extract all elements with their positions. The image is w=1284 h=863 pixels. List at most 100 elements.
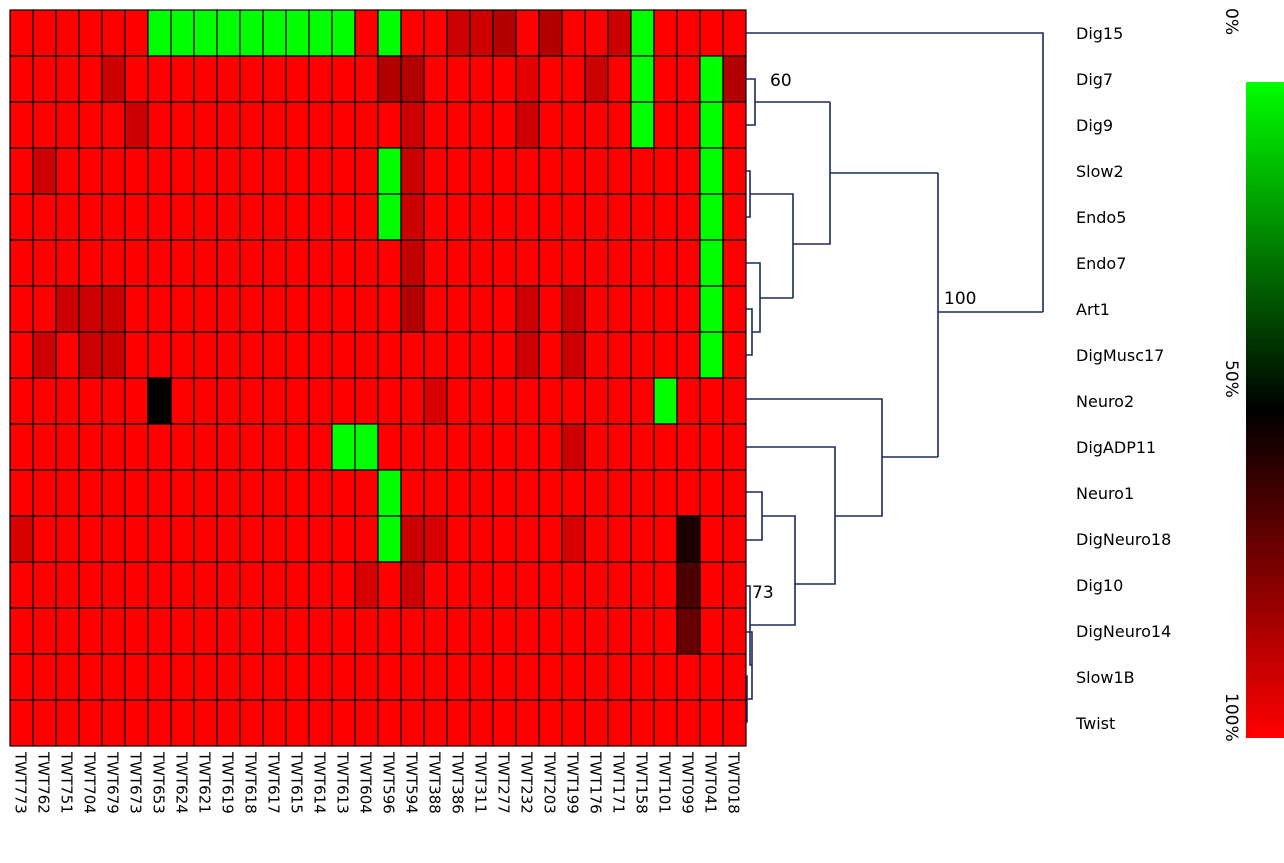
- heatmap-cell-Dig9-TWT176: [584, 101, 609, 149]
- heatmap-cell-Dig9-TWT618: [239, 101, 264, 149]
- heatmap-cell-Neuro1-TWT617: [262, 469, 287, 517]
- heatmap-cell-Dig9-TWT621: [193, 101, 218, 149]
- heatmap-cell-Neuro1-TWT101: [653, 469, 678, 517]
- heatmap-cell-Endo7-TWT388: [423, 239, 448, 287]
- heatmap-cell-DigNeuro14-TWT171: [607, 607, 632, 655]
- heatmap-cell-Slow2-TWT679: [101, 147, 126, 195]
- heatmap-cell-DigNeuro18-TWT621: [193, 515, 218, 563]
- heatmap-cell-DigMusc17-TWT311: [469, 331, 494, 379]
- column-label-TWT594: TWT594: [403, 751, 421, 814]
- heatmap-cell-DigNeuro18-TWT101: [653, 515, 678, 563]
- row-label-DigMusc17: DigMusc17: [1076, 346, 1164, 365]
- heatmap-cell-Dig10-TWT176: [584, 561, 609, 609]
- heatmap-cell-DigNeuro18-TWT604: [354, 515, 379, 563]
- heatmap-cell-DigNeuro14-TWT596: [377, 607, 402, 655]
- heatmap-cell-DigNeuro14-TWT615: [285, 607, 310, 655]
- heatmap-cell-Endo5-TWT232: [515, 193, 540, 241]
- heatmap-cell-DigMusc17-TWT615: [285, 331, 310, 379]
- heatmap-cell-Art1-TWT232: [515, 285, 540, 333]
- heatmap-cell-DigNeuro18-TWT232: [515, 515, 540, 563]
- heatmap-cell-Dig9-TWT232: [515, 101, 540, 149]
- heatmap-cell-Twist-TWT624: [170, 699, 195, 747]
- heatmap-cell-Slow2-TWT673: [124, 147, 149, 195]
- heatmap-cell-Slow2-TWT388: [423, 147, 448, 195]
- heatmap-cell-DigNeuro18-TWT762: [32, 515, 57, 563]
- heatmap-cell-Art1-TWT773: [9, 285, 34, 333]
- heatmap-cell-Art1-TWT171: [607, 285, 632, 333]
- heatmap-cell-Dig15-TWT311: [469, 9, 494, 57]
- heatmap-cell-DigADP11-TWT277: [492, 423, 517, 471]
- heatmap-cell-Dig15-TWT099: [676, 9, 701, 57]
- heatmap-cell-DigNeuro14-TWT041: [699, 607, 724, 655]
- heatmap-cell-Twist-TWT679: [101, 699, 126, 747]
- heatmap-cell-Art1-TWT199: [561, 285, 586, 333]
- heatmap-cell-Neuro2-TWT614: [308, 377, 333, 425]
- heatmap-cell-Dig10-TWT277: [492, 561, 517, 609]
- column-label-TWT614: TWT614: [311, 751, 329, 814]
- heatmap-cell-DigNeuro14-TWT624: [170, 607, 195, 655]
- dendrogram-branch-upper-mid: [793, 102, 831, 245]
- heatmap-cell-Dig15-TWT615: [285, 9, 310, 57]
- heatmap-cell-Dig7-TWT171: [607, 55, 632, 103]
- heatmap-cell-Endo5-TWT176: [584, 193, 609, 241]
- heatmap-cell-Slow2-TWT232: [515, 147, 540, 195]
- heatmap-cell-Twist-TWT158: [630, 699, 655, 747]
- heatmap-cell-Slow1B-TWT199: [561, 653, 586, 701]
- heatmap-cell-DigNeuro18-TWT099: [676, 515, 701, 563]
- heatmap-cell-Art1-TWT653: [147, 285, 172, 333]
- heatmap-cell-Dig9-TWT614: [308, 101, 333, 149]
- heatmap-cell-Neuro2-TWT624: [170, 377, 195, 425]
- heatmap-cell-Neuro2-TWT762: [32, 377, 57, 425]
- heatmap-cell-DigADP11-TWT171: [607, 423, 632, 471]
- heatmap-cell-Dig9-TWT613: [331, 101, 356, 149]
- row-label-DigADP11: DigADP11: [1076, 438, 1156, 457]
- heatmap-cell-Dig15-TWT613: [331, 9, 356, 57]
- color-scale-label-high: 100%: [1221, 693, 1241, 742]
- heatmap-cell-Endo7-TWT199: [561, 239, 586, 287]
- heatmap-cell-Slow1B-TWT158: [630, 653, 655, 701]
- column-label-TWT158: TWT158: [633, 751, 651, 814]
- heatmap-cell-DigNeuro14-TWT673: [124, 607, 149, 655]
- heatmap-cell-Dig10-TWT615: [285, 561, 310, 609]
- heatmap-cell-Dig10-TWT199: [561, 561, 586, 609]
- heatmap-cell-Twist-TWT614: [308, 699, 333, 747]
- heatmap-cell-Dig10-TWT099: [676, 561, 701, 609]
- heatmap-cell-DigADP11-TWT619: [216, 423, 241, 471]
- heatmap-cell-Art1-TWT618: [239, 285, 264, 333]
- heatmap-cell-Dig7-TWT277: [492, 55, 517, 103]
- heatmap-cell-DigNeuro18-TWT277: [492, 515, 517, 563]
- heatmap-cell-Endo5-TWT018: [722, 193, 747, 241]
- heatmap-cell-Endo5-TWT621: [193, 193, 218, 241]
- heatmap-cell-DigMusc17-TWT613: [331, 331, 356, 379]
- heatmap-cell-Endo7-TWT618: [239, 239, 264, 287]
- heatmap-cell-Dig9-TWT773: [9, 101, 34, 149]
- heatmap-cell-Dig9-TWT171: [607, 101, 632, 149]
- heatmap-cell-Twist-TWT594: [400, 699, 425, 747]
- heatmap-cell-Dig10-TWT594: [400, 561, 425, 609]
- heatmap-cell-Art1-TWT311: [469, 285, 494, 333]
- heatmap-cell-Endo7-TWT773: [9, 239, 34, 287]
- heatmap-cell-Dig7-TWT101: [653, 55, 678, 103]
- column-label-TWT673: TWT673: [127, 751, 145, 814]
- column-label-TWT171: TWT171: [610, 751, 628, 814]
- column-label-TWT099: TWT099: [679, 751, 697, 814]
- heatmap-cell-DigNeuro18-TWT773: [9, 515, 34, 563]
- heatmap-cell-Dig9-TWT751: [55, 101, 80, 149]
- heatmap-cell-Slow2-TWT199: [561, 147, 586, 195]
- heatmap-cell-Dig7-TWT158: [630, 55, 655, 103]
- heatmap-cell-Art1-TWT018: [722, 285, 747, 333]
- heatmap-cell-Dig15-TWT653: [147, 9, 172, 57]
- heatmap-cell-DigNeuro14-TWT614: [308, 607, 333, 655]
- heatmap-cell-Dig9-TWT388: [423, 101, 448, 149]
- column-label-TWT613: TWT613: [334, 751, 352, 814]
- row-label-Dig10: Dig10: [1076, 576, 1123, 595]
- heatmap-cell-Endo5-TWT617: [262, 193, 287, 241]
- heatmap-cell-DigNeuro14-TWT388: [423, 607, 448, 655]
- heatmap-cell-Dig9-TWT158: [630, 101, 655, 149]
- heatmap-cell-DigADP11-TWT624: [170, 423, 195, 471]
- heatmap-cell-Slow2-TWT624: [170, 147, 195, 195]
- heatmap-cell-Slow2-TWT619: [216, 147, 241, 195]
- heatmap-cell-DigNeuro14-TWT773: [9, 607, 34, 655]
- heatmap-cell-Dig9-TWT615: [285, 101, 310, 149]
- heatmap-cell-Dig7-TWT751: [55, 55, 80, 103]
